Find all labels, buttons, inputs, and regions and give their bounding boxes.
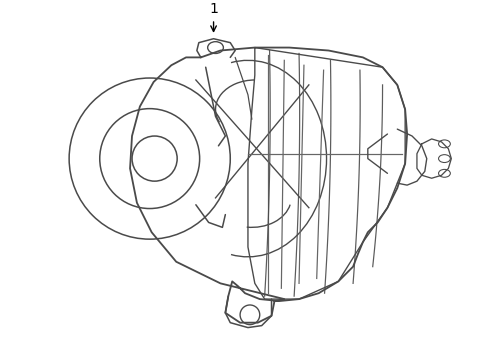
Text: 1: 1 — [209, 2, 218, 16]
